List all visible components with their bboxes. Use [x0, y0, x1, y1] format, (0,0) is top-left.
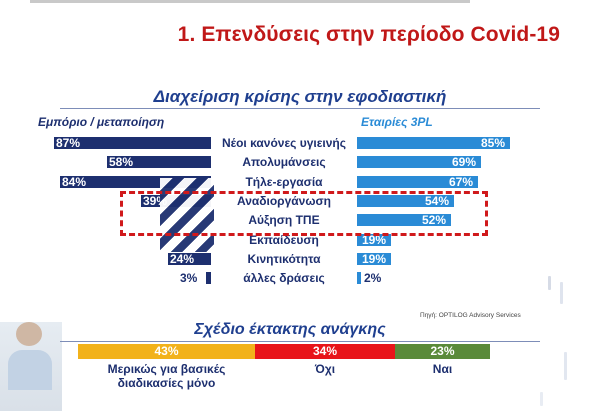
right-bar	[357, 137, 510, 149]
deco-line-3	[564, 352, 567, 380]
right-bar	[357, 175, 478, 188]
deco-line-2	[560, 282, 563, 304]
right-value-label: 52%	[422, 213, 447, 228]
slide-title: 1. Επενδύσεις στην περίοδο Covid-19	[177, 23, 560, 46]
left-value-label: 24%	[170, 251, 195, 266]
right-value-label: 69%	[452, 155, 477, 170]
chart-title: Διαχείριση κρίσης στην εφοδιαστική	[153, 87, 447, 106]
plan-divider	[60, 341, 540, 342]
presenter-face	[16, 322, 42, 346]
category-label: Τήλε-εργασία	[245, 174, 323, 189]
left-value-label: 84%	[62, 174, 87, 189]
category-label: άλλες δράσεις	[243, 271, 325, 286]
left-bar	[206, 272, 211, 285]
category-label: Απολυμάνσεις	[242, 155, 326, 170]
right-value-label: 19%	[362, 251, 387, 266]
left-bar	[107, 156, 211, 169]
plan-title: Σχέδιο έκτακτης ανάγκης	[194, 321, 386, 338]
deco-line-1	[548, 276, 551, 290]
plan-segment: 34%	[255, 344, 395, 359]
left-value-label: 87%	[56, 136, 81, 150]
plan-segment: 23%	[395, 344, 490, 359]
right-value-label: 67%	[449, 174, 474, 189]
category-label: Εκπαίδευση	[249, 232, 319, 247]
presenter-shirt	[8, 350, 52, 390]
title-divider	[60, 108, 540, 109]
left-bar	[54, 137, 211, 149]
category-label: Αύξηση ΤΠΕ	[248, 213, 320, 228]
right-bar	[357, 272, 361, 285]
plan-segment-label: Ναι	[432, 362, 453, 376]
diagonal-occlusion-mark	[160, 178, 214, 252]
legend-left-series: Εμπόριο / μεταποίηση	[38, 115, 165, 129]
plan-segment-label: Όχι	[314, 362, 336, 376]
deco-line-4	[540, 392, 543, 406]
left-bar	[168, 252, 211, 265]
right-bar	[357, 252, 391, 265]
category-label: Νέοι κανόνες υγιεινής	[222, 136, 346, 150]
plan-segment-label: Μερικώς για βασικές διαδικασίες μόνο	[107, 362, 226, 390]
legend-right-series: Εταιρίες 3PL	[361, 115, 433, 129]
right-bar	[357, 156, 481, 169]
highlight-box	[120, 191, 488, 236]
right-bar	[357, 194, 454, 207]
category-label: Αναδιοργάνωση	[236, 193, 332, 208]
right-bar	[357, 214, 451, 227]
right-value-label: 19%	[362, 232, 387, 247]
right-value-label: 2%	[364, 271, 382, 286]
right-bar	[357, 233, 391, 246]
left-value-label: 3%	[180, 271, 198, 286]
plan-segment: 43%	[78, 344, 255, 359]
left-value-label: 58%	[109, 155, 134, 170]
right-value-label: 54%	[425, 193, 450, 208]
top-edge-line	[30, 0, 470, 3]
source-note: Πηγή: OPTILOG Advisory Services	[420, 312, 521, 319]
category-label: Κινητικότητα	[247, 251, 321, 266]
right-value-label: 85%	[481, 136, 506, 150]
